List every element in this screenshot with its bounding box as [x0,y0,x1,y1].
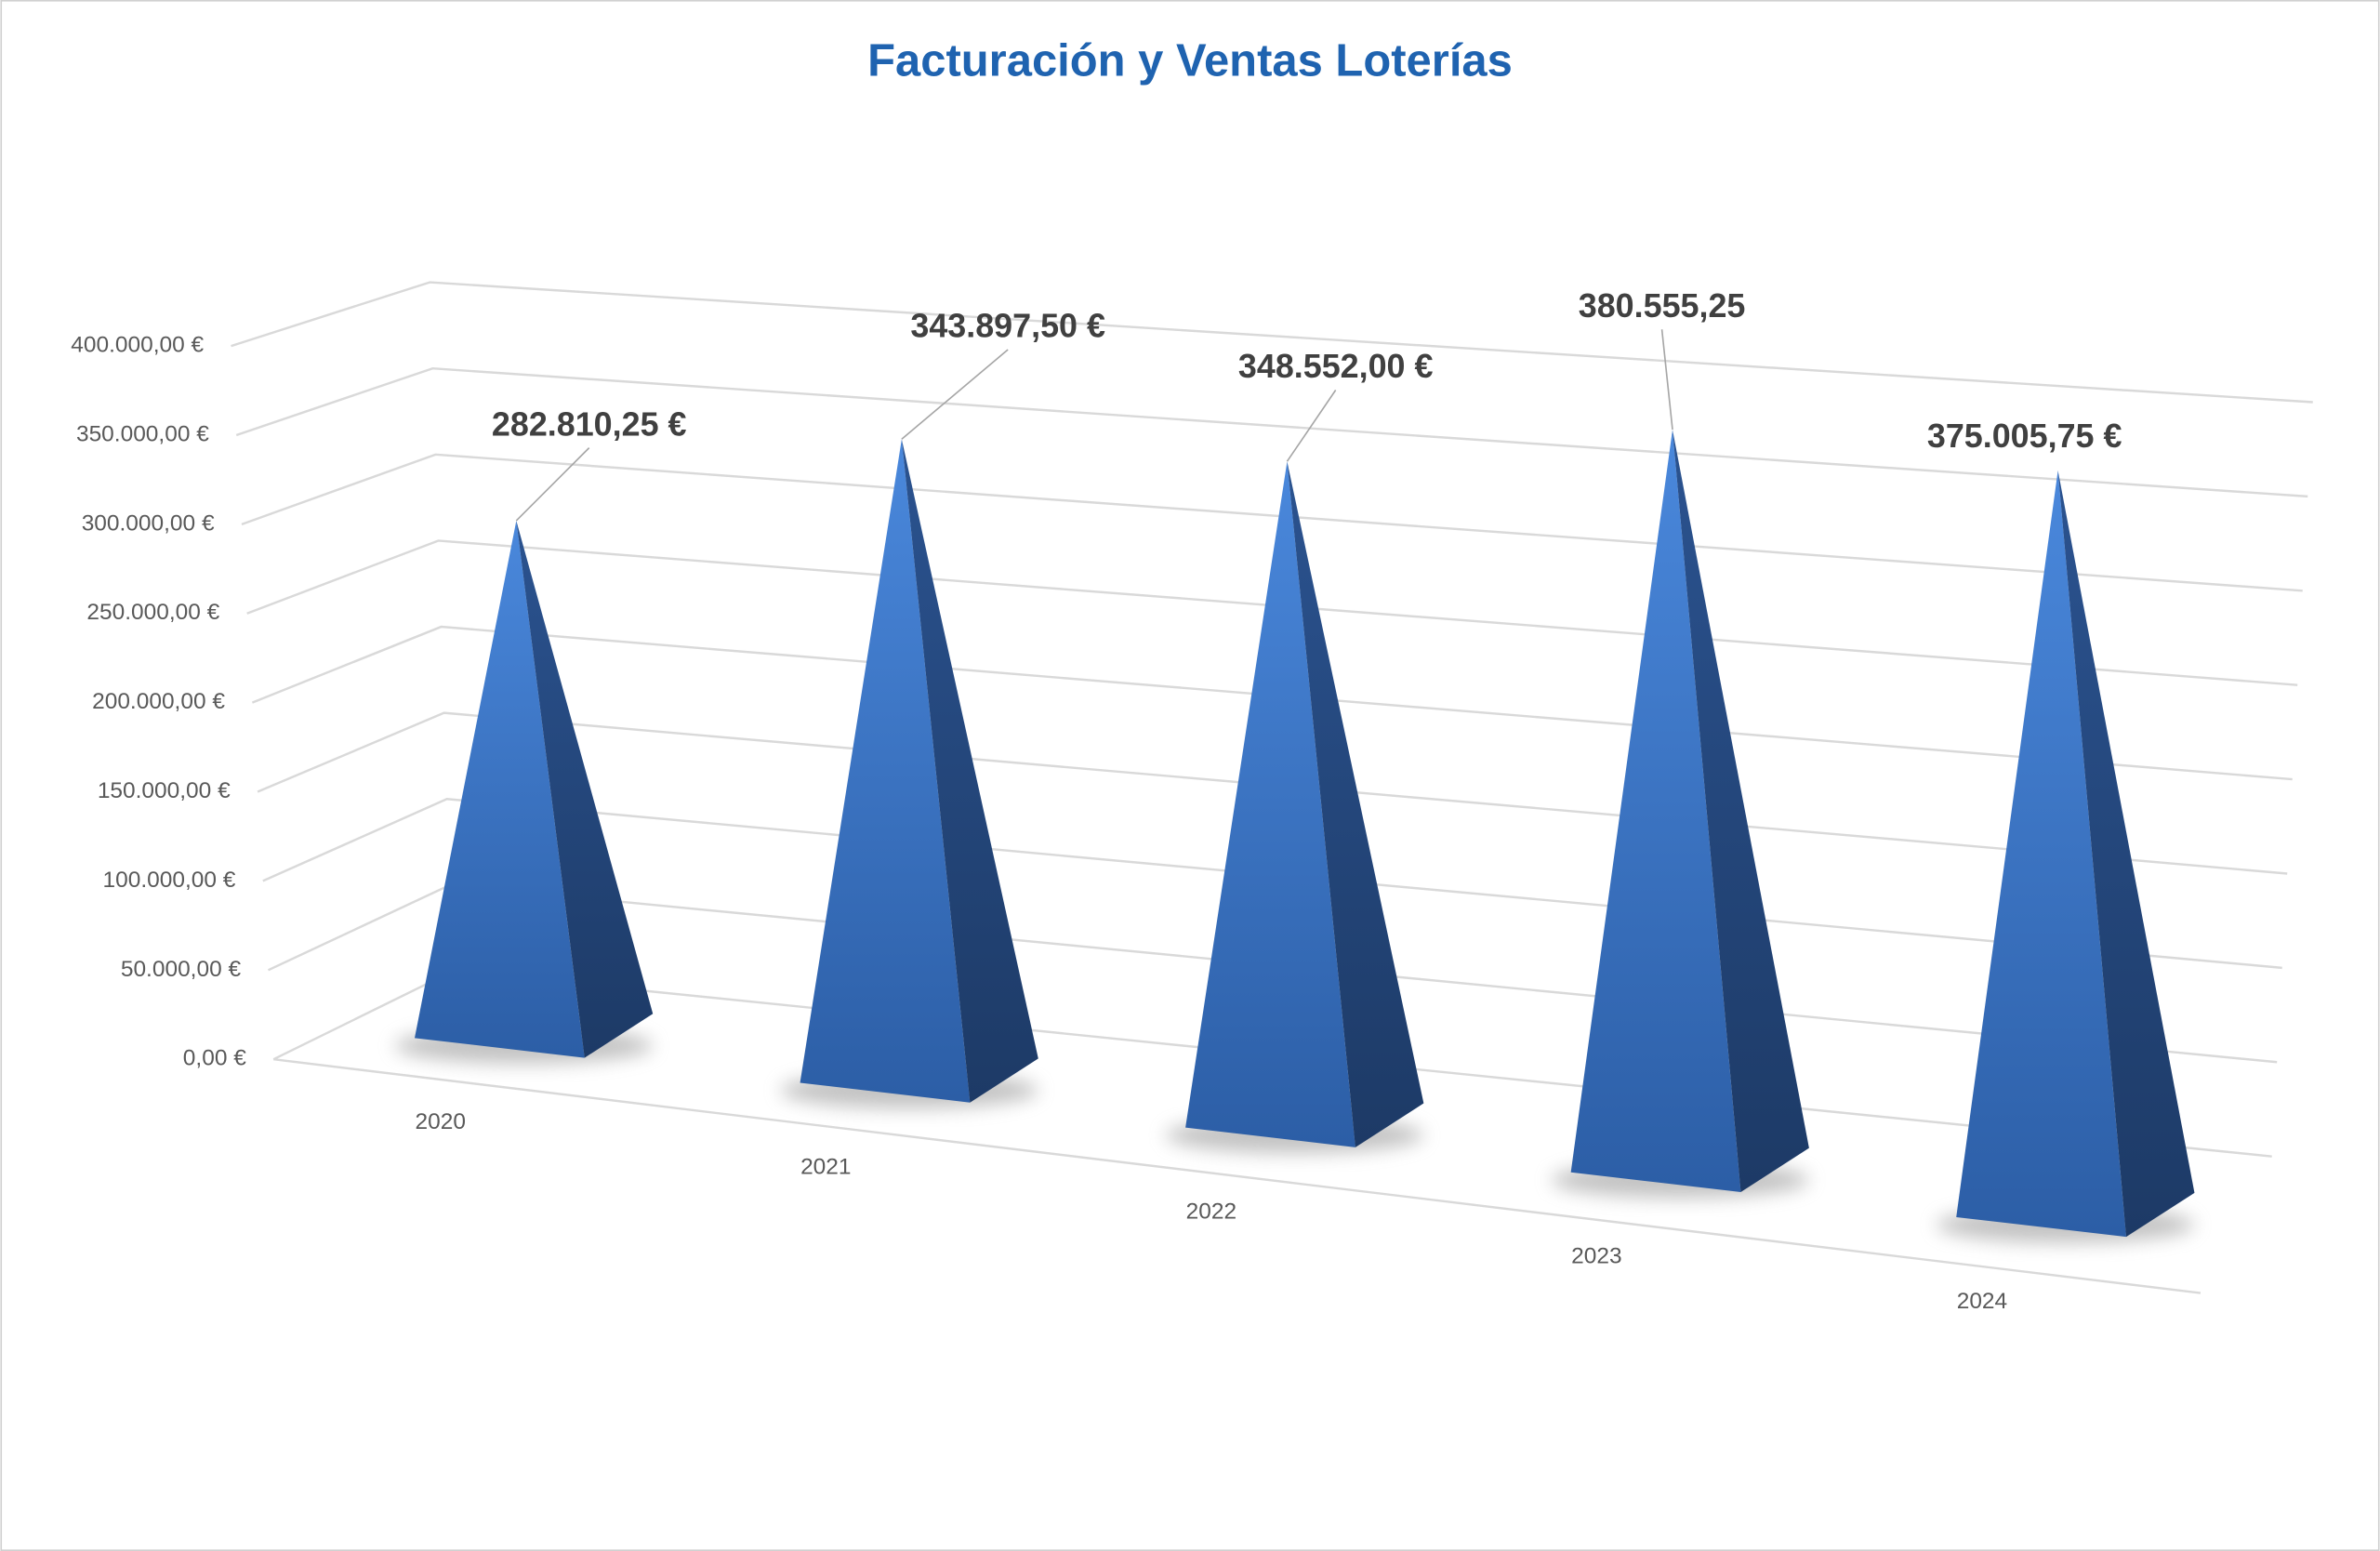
x-axis-line [273,1057,2202,1294]
pyramid-side [2057,470,2195,1238]
x-tick-label: 2023 [1571,1244,1621,1269]
pyramid-front [1185,461,1355,1147]
pyramid-front [1956,470,2127,1238]
leader-line [901,349,1009,440]
x-tick-label: 2022 [1186,1200,1236,1225]
data-label: 282.810,25 € [492,405,687,443]
chart-title: Facturación y Ventas Loterías [867,35,1513,86]
x-tick-label: 2020 [416,1109,466,1134]
grid-line [235,366,2308,498]
marks: 282.810,25 € 2020 343.897,50 € 2021 348.552,… [394,287,2195,1314]
pyramid-front [800,439,971,1103]
pyramid-front [415,520,585,1058]
leader-line [515,447,590,522]
y-tick-label: 100.000,00 € [103,868,236,893]
data-label: 348.552,00 € [1238,348,1434,385]
y-tick-label: 200.000,00 € [92,689,225,714]
grid-line [231,281,2313,404]
pyramid-side [1287,461,1424,1147]
y-tick-label: 400.000,00 € [71,333,204,358]
pyramid-side [516,520,654,1058]
pyramid-side [1673,429,1809,1193]
x-tick-label: 2021 [800,1154,851,1179]
data-label: 375.005,75 € [1927,418,2122,455]
data-label: 380.555,25 [1579,287,1746,325]
y-tick-label: 150.000,00 € [98,778,231,803]
y-tick-label: 0,00 € [183,1046,246,1071]
y-tick-label: 350.000,00 € [76,421,209,446]
leader-line [1286,390,1337,462]
y-tick-label: 250.000,00 € [86,600,219,625]
pyramid-front [1570,429,1741,1193]
y-tick-label: 50.000,00 € [121,957,242,982]
x-tick-label: 2024 [1957,1289,2007,1314]
y-tick-label: 300.000,00 € [82,510,215,536]
leader-line [1660,329,1673,431]
pyramid-side [901,439,1038,1103]
data-label: 343.897,50 € [910,308,1105,345]
